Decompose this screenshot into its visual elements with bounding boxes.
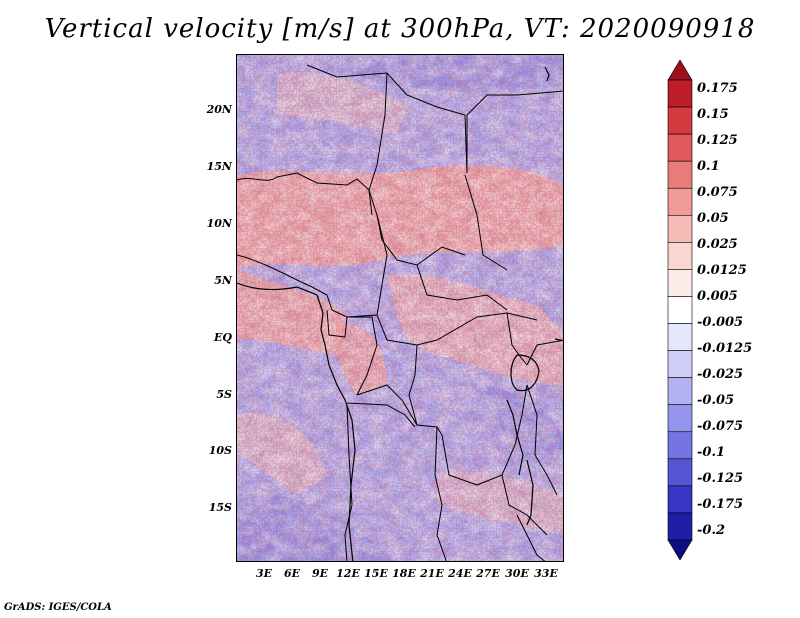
- colorbar-label: -0.005: [697, 315, 744, 330]
- lon-label-15e: 15E: [364, 567, 388, 580]
- colorbar-swatch: [667, 242, 693, 270]
- lon-label-12e: 12E: [336, 567, 360, 580]
- colorbar-label: -0.025: [697, 367, 744, 382]
- lon-label-9e: 9E: [311, 567, 329, 580]
- colorbar-swatch: [667, 404, 693, 433]
- colorbar-swatch: [667, 539, 693, 560]
- colorbar-swatch: [667, 296, 693, 324]
- colorbar-label: 0.025: [697, 237, 738, 252]
- colorbar-swatch: [667, 133, 693, 162]
- lon-label-30e: 30E: [505, 567, 529, 580]
- lon-label-27e: 27E: [476, 567, 500, 580]
- colorbar-label: -0.05: [697, 393, 735, 408]
- colorbar-label: -0.2: [697, 523, 726, 538]
- colorbar-swatch: [667, 187, 693, 216]
- lat-label-20n: 20N: [206, 103, 232, 116]
- lon-label-3e: 3E: [255, 567, 273, 580]
- colorbar-label: 0.175: [697, 81, 738, 96]
- colorbar-label: 0.0125: [697, 263, 747, 278]
- colorbar-swatch: [667, 60, 693, 81]
- colorbar-label: -0.0125: [697, 341, 753, 356]
- velocity-field: [237, 55, 563, 561]
- colorbar-label: 0.15: [697, 107, 729, 122]
- colorbar-swatch: [667, 160, 693, 189]
- colorbar-label: 0.1: [697, 159, 720, 174]
- colorbar-swatch: [667, 458, 693, 487]
- lon-label-18e: 18E: [392, 567, 416, 580]
- colorbar-label: -0.1: [697, 445, 726, 460]
- colorbar-label: -0.125: [697, 471, 744, 486]
- colorbar-swatch: [667, 269, 693, 297]
- lon-label-33e: 33E: [534, 567, 558, 580]
- colorbar-swatch: [667, 350, 693, 378]
- lon-label-24e: 24E: [448, 567, 472, 580]
- lat-label-10n: 10N: [206, 217, 232, 230]
- colorbar-label: 0.075: [697, 185, 738, 200]
- colorbar-label: 0.05: [697, 211, 729, 226]
- colorbar-label: -0.175: [697, 497, 744, 512]
- lat-label-10s: 10S: [208, 444, 232, 457]
- colorbar-swatch: [667, 323, 693, 351]
- colorbar-label: -0.075: [697, 419, 744, 434]
- colorbar-swatch: [667, 79, 693, 108]
- map-title: Vertical velocity [m/s] at 300hPa, VT: 2…: [44, 14, 756, 44]
- colorbar-swatch: [667, 431, 693, 460]
- lat-label-5n: 5N: [214, 274, 232, 287]
- colorbar-swatch: [667, 377, 693, 406]
- lon-label-21e: 21E: [420, 567, 444, 580]
- colorbar-label: 0.005: [697, 289, 738, 304]
- colorbar-swatch: [667, 485, 693, 514]
- colorbar-swatch: [667, 106, 693, 135]
- lat-label-15n: 15N: [206, 160, 232, 173]
- lat-label-5s: 5S: [216, 388, 232, 401]
- lat-label-eq: EQ: [214, 331, 232, 344]
- colorbar: [667, 60, 693, 560]
- colorbar-swatch: [667, 214, 693, 243]
- lat-label-15s: 15S: [208, 501, 232, 514]
- colorbar-swatch: [667, 512, 693, 541]
- country-borders: [237, 64, 563, 561]
- coastline-and-lakes: [237, 66, 563, 561]
- lon-label-6e: 6E: [283, 567, 301, 580]
- map-plot-area: [236, 54, 564, 562]
- colorbar-label: 0.125: [697, 133, 738, 148]
- footer-credit: GrADS: IGES/COLA: [4, 602, 112, 613]
